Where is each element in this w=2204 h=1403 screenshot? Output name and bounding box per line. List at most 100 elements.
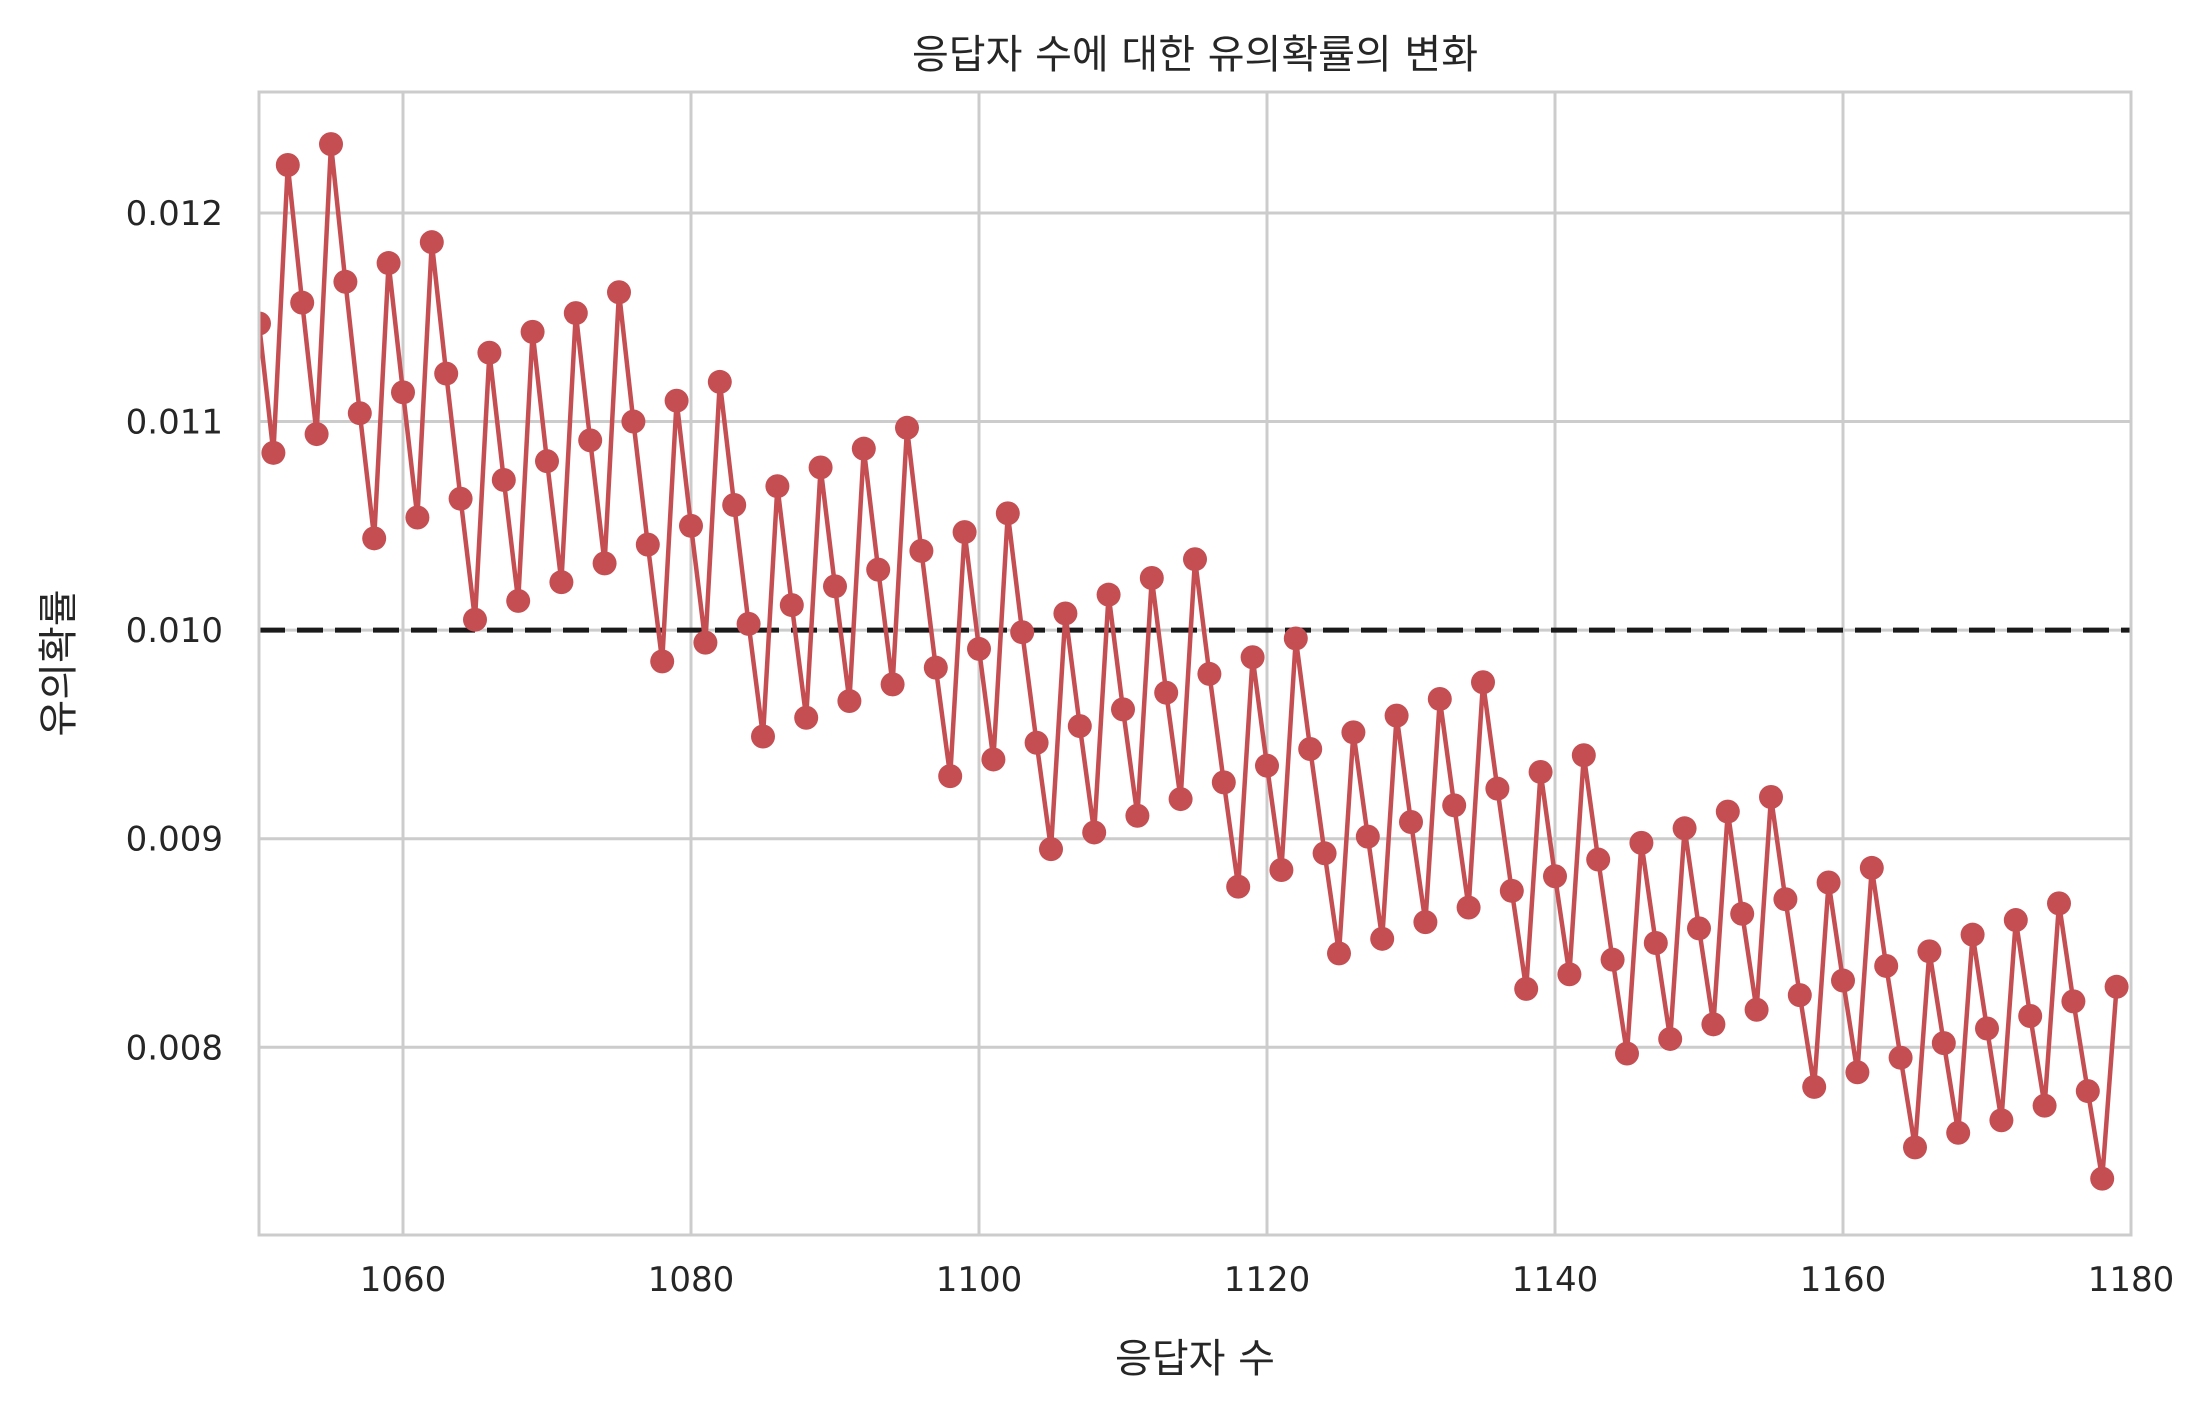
data-point [1701, 1012, 1726, 1037]
data-point [1730, 901, 1755, 926]
data-point [981, 747, 1006, 772]
data-point [1024, 730, 1049, 755]
series-layer [259, 132, 2129, 1191]
data-point [1960, 922, 1985, 947]
data-point [664, 388, 689, 413]
data-point [1456, 895, 1481, 920]
data-point [1211, 770, 1236, 795]
data-point [1571, 743, 1596, 768]
data-point [1931, 1031, 1956, 1056]
data-point [1499, 878, 1524, 903]
data-point [1888, 1045, 1913, 1070]
y-tick-label: 0.008 [126, 1028, 223, 1068]
data-point [967, 636, 991, 661]
data-point [995, 501, 1020, 526]
data-point [1312, 841, 1337, 866]
data-point [2104, 974, 2129, 999]
data-point [952, 520, 977, 545]
data-point [2032, 1093, 2057, 1118]
data-point [1355, 824, 1380, 849]
x-axis-label: 응답자 수 [1115, 1336, 1275, 1382]
data-point [1471, 670, 1495, 695]
data-point [1039, 837, 1063, 862]
data-point [751, 724, 775, 749]
data-point [823, 574, 847, 599]
data-point [866, 557, 891, 582]
data-point [1759, 784, 1783, 809]
data-point [1514, 976, 1539, 1001]
data-point [1816, 870, 1841, 895]
data-point [1874, 953, 1899, 978]
x-tick-label: 1160 [1800, 1260, 1887, 1300]
data-point [376, 251, 401, 276]
data-point [1125, 803, 1150, 828]
data-point [1197, 661, 1222, 686]
data-point [1629, 830, 1654, 855]
data-point [779, 593, 804, 618]
data-point [535, 449, 559, 474]
data-point [1586, 847, 1611, 872]
x-tick-label: 1100 [936, 1260, 1023, 1300]
data-point [1975, 1016, 1999, 1041]
data-point [405, 505, 430, 530]
data-point [1773, 887, 1798, 912]
data-point [1802, 1074, 1827, 1099]
data-point [621, 409, 646, 434]
data-point [578, 428, 603, 453]
data-point [1111, 697, 1135, 722]
data-point [261, 440, 286, 465]
data-point [1917, 939, 1942, 964]
data-point [1226, 874, 1251, 899]
data-point [1096, 582, 1121, 607]
data-point [477, 340, 502, 365]
data-point [1989, 1108, 2014, 1133]
data-point [1053, 601, 1078, 626]
data-point [1744, 997, 1769, 1022]
y-tick-label: 0.010 [126, 611, 223, 651]
series-line [259, 141, 2119, 1181]
data-point [1557, 962, 1582, 987]
x-tick-labels: 1060 1080 1100 1120 1140 1160 1180 [360, 1260, 2175, 1300]
data-point [909, 538, 934, 563]
data-point [1528, 759, 1553, 784]
y-tick-label: 0.011 [126, 403, 223, 443]
data-point [347, 401, 372, 426]
data-point [419, 230, 444, 255]
data-point [1413, 910, 1438, 935]
data-point [2090, 1166, 2115, 1191]
data-point [1615, 1041, 1639, 1066]
data-point [563, 301, 588, 326]
data-point [1543, 864, 1567, 889]
data-point [1687, 916, 1711, 941]
data-point [1283, 626, 1308, 651]
data-point [607, 280, 631, 305]
y-tick-labels: 0.008 0.009 0.010 0.011 0.012 [126, 194, 223, 1068]
data-point [1399, 810, 1423, 835]
data-point [2075, 1079, 2100, 1104]
data-point [1255, 753, 1279, 778]
x-tick-label: 1060 [360, 1260, 447, 1300]
data-point [463, 607, 487, 632]
data-point [1139, 565, 1164, 590]
data-point [1298, 737, 1323, 762]
data-point [1485, 776, 1510, 801]
data-point [1859, 855, 1884, 880]
data-point [1154, 680, 1179, 705]
data-point [1370, 926, 1395, 951]
data-point [1010, 620, 1035, 645]
y-tick-label: 0.009 [126, 820, 223, 860]
y-tick-label: 0.012 [126, 194, 223, 234]
data-point [923, 655, 948, 680]
data-point [1427, 686, 1452, 711]
data-point [304, 422, 329, 447]
data-point [1600, 947, 1625, 972]
data-point [635, 532, 660, 557]
x-tick-label: 1080 [648, 1260, 735, 1300]
data-point [434, 361, 459, 386]
data-point [880, 672, 905, 697]
y-axis-label: 유의확률 [36, 589, 82, 736]
data-point [1658, 1026, 1683, 1051]
series-group [259, 132, 2129, 1191]
